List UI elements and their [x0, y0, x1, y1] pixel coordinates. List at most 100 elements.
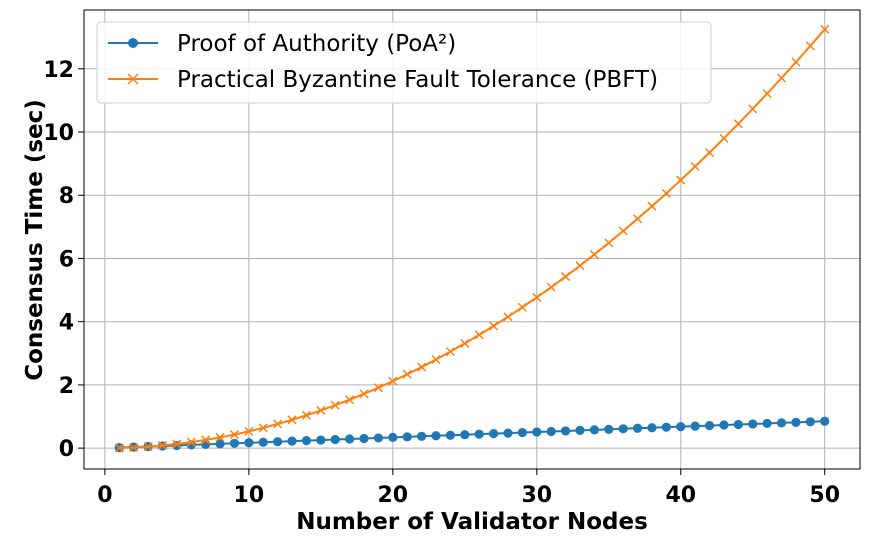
ticks: 0 10 20 30 40 50 0 2 4 6 8 10 12	[43, 58, 840, 508]
data-point-poa-22	[417, 431, 427, 441]
data-point-pbft-45-stroke-b	[748, 104, 758, 114]
data-point-poa-40	[676, 422, 686, 432]
data-point-pbft-26	[474, 330, 484, 340]
data-point-pbft-6	[186, 437, 196, 447]
data-point-poa-43	[719, 420, 729, 430]
series-markers-pbft	[114, 24, 830, 453]
legend-label-poa: Proof of Authority (PoA²)	[177, 31, 456, 57]
legend-label-pbft: Practical Byzantine Fault Tolerance (PBF…	[177, 67, 658, 93]
y-tick-label-10: 10	[43, 121, 74, 146]
data-point-poa-31	[546, 426, 556, 437]
data-point-poa-10	[244, 438, 254, 448]
data-point-pbft-38	[647, 201, 657, 211]
x-axis-label: Number of Validator Nodes	[296, 509, 648, 535]
legend-marker-pbft	[127, 73, 139, 85]
x-tick-label-10: 10	[234, 483, 265, 508]
data-point-poa-47	[776, 418, 787, 428]
legend-marker-pbft-x-stroke-b	[127, 73, 139, 85]
data-point-pbft-6-stroke-b	[186, 437, 196, 447]
data-point-pbft-46-stroke-b	[762, 89, 772, 99]
data-point-pbft-8	[215, 432, 225, 442]
data-point-pbft-25	[460, 338, 470, 348]
data-point-poa-27	[488, 429, 499, 439]
data-point-pbft-19-stroke-b	[373, 383, 383, 393]
data-point-pbft-23-stroke-b	[431, 354, 441, 365]
data-point-poa-21	[402, 432, 412, 442]
data-point-poa-36	[618, 424, 628, 434]
legend-marker-poa	[128, 38, 138, 48]
data-point-pbft-11-stroke-b	[258, 423, 268, 433]
data-point-poa-20	[388, 432, 398, 442]
data-point-pbft-35-stroke-b	[604, 238, 614, 248]
y-tick-label-2: 2	[59, 374, 74, 399]
data-point-poa-41	[690, 421, 700, 431]
data-point-poa-37	[632, 423, 643, 433]
data-point-poa-18	[359, 433, 369, 444]
data-point-pbft-30	[532, 292, 542, 302]
data-point-pbft-39-stroke-b	[661, 188, 671, 198]
y-tick-label-12: 12	[43, 58, 74, 83]
data-point-pbft-46	[762, 89, 772, 99]
data-point-pbft-49	[805, 41, 815, 51]
data-point-poa-32	[560, 426, 571, 436]
data-point-pbft-20-stroke-b	[388, 376, 398, 386]
data-point-pbft-41-stroke-b	[690, 161, 700, 172]
data-point-pbft-12-stroke-b	[273, 419, 283, 429]
data-point-poa-44	[733, 419, 743, 430]
data-point-poa-38	[647, 423, 657, 433]
data-point-pbft-3	[143, 442, 153, 452]
data-point-poa-48	[791, 417, 801, 427]
data-point-pbft-32	[561, 272, 571, 282]
data-point-pbft-14-stroke-b	[301, 410, 311, 420]
data-point-pbft-4	[157, 440, 167, 450]
data-point-pbft-29-stroke-b	[517, 302, 527, 312]
data-point-poa-49	[805, 417, 815, 427]
data-point-pbft-28	[503, 312, 513, 322]
data-point-poa-25	[460, 430, 470, 440]
data-point-pbft-20	[388, 376, 398, 386]
data-point-pbft-2-stroke-b	[129, 442, 139, 453]
legend: Proof of Authority (PoA²) Practical Byza…	[96, 21, 712, 104]
data-point-pbft-40-stroke-b	[676, 175, 686, 185]
data-point-pbft-17	[345, 395, 355, 405]
data-point-pbft-34	[589, 249, 599, 259]
data-point-pbft-15-stroke-b	[316, 405, 326, 415]
x-tick-label-30: 30	[521, 483, 552, 508]
data-point-pbft-37-stroke-b	[633, 214, 643, 224]
data-point-pbft-22-stroke-b	[417, 362, 427, 372]
plot-frame	[83, 9, 861, 470]
data-point-pbft-23	[431, 354, 441, 365]
data-point-pbft-16	[330, 400, 340, 410]
y-axis-label: Consensus Time (sec)	[22, 99, 48, 381]
data-point-pbft-27-stroke-b	[489, 321, 499, 331]
data-point-pbft-3-stroke-b	[143, 442, 153, 452]
data-point-pbft-38-stroke-b	[647, 201, 657, 211]
data-point-pbft-17-stroke-b	[345, 395, 355, 405]
data-point-pbft-45	[748, 104, 758, 114]
series-layer	[114, 24, 830, 453]
data-point-poa-45	[748, 419, 758, 429]
data-point-pbft-47-stroke-b	[777, 73, 787, 83]
data-point-pbft-43-stroke-b	[719, 133, 729, 143]
data-point-poa-46	[762, 418, 772, 429]
data-point-pbft-47	[777, 73, 787, 83]
data-point-pbft-7	[201, 435, 211, 445]
data-point-pbft-2	[129, 442, 139, 453]
data-point-poa-9	[229, 438, 240, 448]
data-point-pbft-33	[575, 261, 585, 271]
data-point-pbft-11	[258, 423, 268, 433]
data-point-pbft-5	[172, 439, 182, 449]
data-point-poa-15	[316, 435, 326, 445]
data-point-pbft-24-stroke-b	[445, 347, 455, 357]
data-point-pbft-22	[417, 362, 427, 372]
data-point-poa-19	[373, 433, 384, 443]
data-point-pbft-35	[604, 238, 614, 248]
data-point-pbft-19	[373, 383, 383, 393]
data-point-poa-29	[517, 427, 527, 438]
y-tick-label-6: 6	[59, 247, 74, 272]
data-point-poa-16	[330, 434, 340, 445]
data-point-pbft-13-stroke-b	[287, 415, 297, 425]
data-point-pbft-5-stroke-b	[172, 439, 182, 449]
data-point-pbft-9	[229, 430, 239, 440]
data-point-poa-26	[474, 429, 484, 439]
